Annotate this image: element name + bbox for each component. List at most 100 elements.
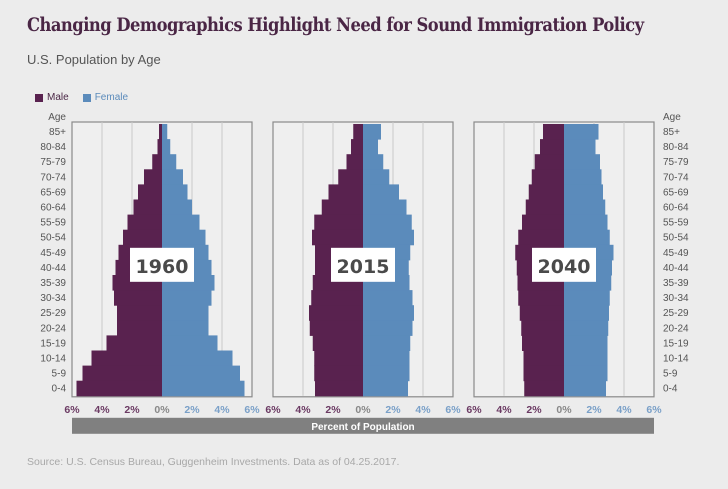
bar-male-2040-80-84 bbox=[540, 139, 564, 155]
bar-male-2015-10-14 bbox=[314, 350, 363, 367]
x-tick-label: 6% bbox=[265, 404, 281, 416]
bar-male-2015-0-4 bbox=[315, 380, 363, 397]
legend-swatch-female bbox=[82, 93, 91, 102]
y-tick-label-left: 5-9 bbox=[52, 369, 67, 380]
bar-female-2040-65-69 bbox=[564, 184, 603, 200]
bar-male-1960-75-79 bbox=[152, 154, 162, 170]
y-tick-label-right: 0-4 bbox=[663, 384, 678, 395]
chart-subtitle: U.S. Population by Age bbox=[27, 52, 161, 67]
bar-female-1960-20-24 bbox=[162, 320, 209, 336]
bar-female-2040-80-84 bbox=[564, 139, 596, 155]
bar-female-1960-65-69 bbox=[162, 184, 188, 200]
bar-male-2040-0-4 bbox=[524, 380, 564, 397]
year-label-box-1960 bbox=[130, 247, 194, 282]
source-note: Source: U.S. Census Bureau, Guggenheim I… bbox=[27, 456, 400, 468]
bar-male-2040-55-59 bbox=[522, 214, 564, 231]
legend-label-female: Female bbox=[94, 92, 129, 103]
bar-female-2040-75-79 bbox=[564, 154, 600, 170]
bar-female-1960-60-64 bbox=[162, 199, 192, 216]
bar-female-2015-15-19 bbox=[363, 335, 411, 351]
y-tick-label-right: 75-79 bbox=[663, 157, 689, 168]
y-tick-label-right: 35-39 bbox=[663, 278, 689, 289]
y-tick-label-left: 80-84 bbox=[40, 142, 66, 153]
y-tick-label-left: 15-19 bbox=[40, 338, 66, 349]
y-tick-label-right: 60-64 bbox=[663, 203, 689, 214]
y-tick-label-left: 10-14 bbox=[40, 354, 66, 365]
year-label-1960: 1960 bbox=[136, 256, 189, 278]
x-tick-label: 2% bbox=[526, 404, 542, 416]
bar-male-2015-5-9 bbox=[314, 365, 363, 382]
bar-female-2015-10-14 bbox=[363, 350, 410, 367]
x-tick-label: 2% bbox=[184, 404, 200, 416]
bar-male-1960-0-4 bbox=[76, 380, 162, 397]
bar-male-1960-10-14 bbox=[91, 350, 162, 367]
bar-female-2040-20-24 bbox=[564, 320, 609, 336]
y-tick-label-left: 25-29 bbox=[40, 308, 66, 319]
y-tick-label-right: 5-9 bbox=[663, 369, 678, 380]
chart-title: Changing Demographics Highlight Need for… bbox=[27, 14, 644, 36]
bar-male-1960-5-9 bbox=[82, 365, 162, 382]
x-tick-label: 4% bbox=[214, 404, 230, 416]
y-tick-label-left: 50-54 bbox=[40, 233, 66, 244]
x-tick-label: 2% bbox=[124, 404, 140, 416]
y-tick-label-right: 25-29 bbox=[663, 308, 689, 319]
y-tick-label-right: 20-24 bbox=[663, 323, 689, 334]
bar-female-2040-85+ bbox=[564, 124, 599, 140]
bar-male-2040-75-79 bbox=[534, 154, 564, 170]
bar-male-2015-65-69 bbox=[328, 184, 363, 200]
bar-female-1960-50-54 bbox=[162, 229, 206, 246]
x-tick-label: 0% bbox=[556, 404, 572, 416]
y-tick-label-left: 35-39 bbox=[40, 278, 66, 289]
y-tick-label-right: 55-59 bbox=[663, 218, 689, 229]
bar-female-2015-75-79 bbox=[363, 154, 384, 170]
bar-female-1960-70-74 bbox=[162, 169, 183, 185]
bar-male-2015-85+ bbox=[353, 124, 363, 140]
legend-item-male: Male bbox=[35, 92, 69, 103]
legend: Male Female bbox=[35, 92, 136, 103]
bar-male-2015-80-84 bbox=[351, 139, 363, 155]
y-tick-label-right: 15-19 bbox=[663, 338, 689, 349]
bar-female-2040-70-74 bbox=[564, 169, 602, 185]
year-label-box-2040 bbox=[532, 247, 596, 282]
bar-female-1960-55-59 bbox=[162, 214, 200, 231]
x-tick-label: 4% bbox=[415, 404, 431, 416]
year-label-box-2015 bbox=[331, 247, 395, 282]
bar-female-2040-15-19 bbox=[564, 335, 608, 351]
y-tick-label-left: 55-59 bbox=[40, 218, 66, 229]
bar-female-2040-25-29 bbox=[564, 305, 609, 321]
x-tick-label: 6% bbox=[64, 404, 80, 416]
x-tick-label: 2% bbox=[586, 404, 602, 416]
y-tick-label-left: 85+ bbox=[49, 127, 66, 138]
bar-male-2040-25-29 bbox=[519, 305, 564, 321]
bar-male-2040-60-64 bbox=[525, 199, 564, 216]
bar-male-1960-55-59 bbox=[127, 214, 162, 231]
x-tick-label: 4% bbox=[295, 404, 311, 416]
bar-male-1960-60-64 bbox=[133, 199, 162, 216]
bar-female-2015-20-24 bbox=[363, 320, 413, 336]
bar-male-2015-30-34 bbox=[311, 290, 363, 306]
bar-female-1960-10-14 bbox=[162, 350, 233, 367]
bar-female-1960-25-29 bbox=[162, 305, 209, 321]
y-tick-label-left: 65-69 bbox=[40, 187, 66, 198]
x-tick-label: 6% bbox=[466, 404, 482, 416]
x-tick-label: 6% bbox=[244, 404, 260, 416]
y-tick-label-right: 85+ bbox=[663, 127, 680, 138]
bar-male-2015-25-29 bbox=[309, 305, 363, 321]
y-tick-label-right: 50-54 bbox=[663, 233, 689, 244]
y-tick-label-right: 80-84 bbox=[663, 142, 689, 153]
bar-female-2015-30-34 bbox=[363, 290, 413, 306]
bar-male-2040-15-19 bbox=[522, 335, 564, 351]
bar-male-2015-20-24 bbox=[309, 320, 363, 336]
bar-male-1960-65-69 bbox=[138, 184, 162, 200]
bar-male-1960-85+ bbox=[159, 124, 162, 140]
y-tick-label-left: 60-64 bbox=[40, 203, 66, 214]
bar-female-2040-50-54 bbox=[564, 229, 610, 246]
y-tick-label-right: 40-44 bbox=[663, 263, 689, 274]
y-tick-label-left: 0-4 bbox=[52, 384, 67, 395]
year-label-2015: 2015 bbox=[337, 256, 390, 278]
legend-label-male: Male bbox=[47, 92, 69, 103]
x-tick-label: 0% bbox=[355, 404, 371, 416]
bar-male-2040-65-69 bbox=[528, 184, 564, 200]
bar-male-2040-70-74 bbox=[531, 169, 564, 185]
y-tick-label-left: 45-49 bbox=[40, 248, 66, 259]
